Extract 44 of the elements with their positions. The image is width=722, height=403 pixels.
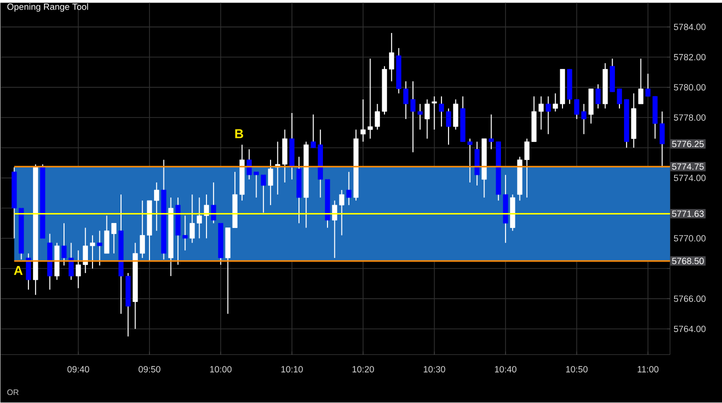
x-tick-label: 10:20 (352, 366, 374, 373)
y-tick-label: 5766.00 (674, 296, 706, 302)
y-tick-label: 5770.00 (674, 235, 706, 242)
x-tick-label: 10:50 (566, 366, 588, 373)
x-tick-label: 10:00 (210, 366, 232, 373)
candlestick (645, 73, 650, 98)
candlestick (432, 96, 437, 130)
candlestick (90, 235, 96, 270)
chart-title: Opening Range Tool (7, 4, 88, 12)
y-tick-label: 5780.00 (674, 84, 706, 91)
annotation: A (14, 266, 23, 276)
y-tick-label: 5764.00 (674, 326, 706, 332)
candlestick (616, 88, 622, 110)
ref-line-label: 5774.75 (672, 164, 704, 170)
candlestick (26, 253, 31, 290)
candlestick (538, 96, 544, 130)
candlestick (424, 99, 430, 140)
candlestick (596, 84, 601, 110)
candlestick (154, 182, 160, 232)
x-tick-label: 10:10 (281, 366, 303, 373)
ref-line-label: 5771.63 (672, 210, 704, 218)
candlestick (660, 111, 665, 168)
candlestick (438, 96, 444, 128)
candlestick (61, 222, 67, 266)
annotation: 5776.25 (672, 140, 704, 148)
candlestick (268, 160, 274, 206)
annotation: B (235, 130, 244, 138)
y-tick-label: 5782.00 (674, 54, 706, 61)
x-tick-label: 10:30 (424, 366, 446, 373)
candlestick (453, 99, 458, 130)
x-tick-label: 11:00 (638, 366, 658, 373)
candlestick (260, 174, 266, 214)
y-tick-label: 5774.00 (674, 174, 706, 182)
candlestick (446, 108, 452, 146)
ref-line-label: 5768.50 (672, 258, 704, 264)
candlestick (410, 81, 416, 153)
x-tick-label: 09:40 (67, 366, 90, 373)
y-tick-label: 5784.00 (674, 24, 706, 30)
candlestick (552, 93, 558, 112)
candlestick (389, 32, 394, 82)
x-tick-label: 10:40 (495, 366, 516, 373)
candlestick (638, 58, 644, 105)
y-tick-label: 5778.00 (674, 114, 706, 121)
x-tick-label: 09:50 (138, 366, 160, 373)
